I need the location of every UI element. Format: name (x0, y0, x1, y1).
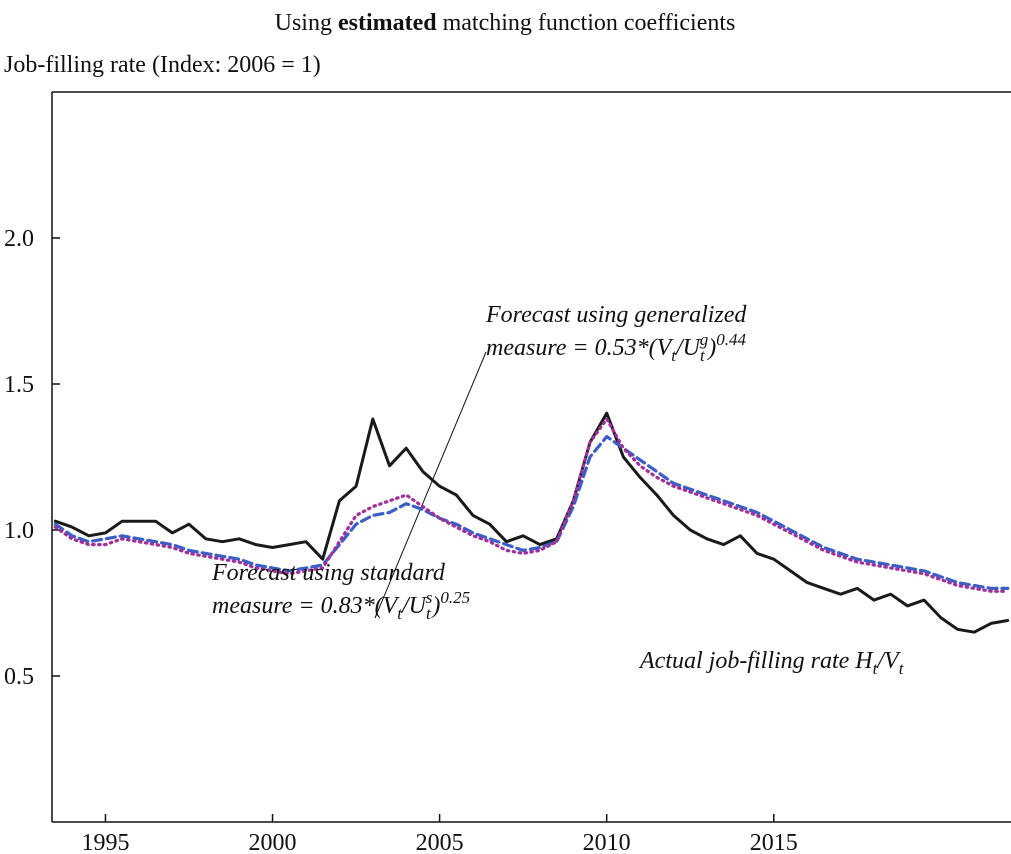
annotation-part: t (397, 604, 403, 623)
x-tick-label: 2015 (750, 830, 798, 854)
annotation-part: measure = 0.53*(V (486, 335, 674, 361)
x-tick-label: 1995 (81, 830, 129, 854)
y-tick-label: 2.0 (4, 226, 34, 252)
x-tick-label: 2000 (249, 830, 297, 854)
annotation-part: /U (400, 593, 428, 619)
annotation-part: s (426, 588, 433, 607)
title-part: Using (275, 10, 338, 36)
annotation: Forecast using standard (211, 560, 446, 586)
title-part: matching function coefficients (437, 10, 736, 36)
annotation-part: t (873, 659, 879, 678)
annotation-part: /V (875, 648, 901, 674)
x-tick-label: 2010 (583, 830, 631, 854)
y-axis-label: Job-filling rate (Index: 2006 = 1) (4, 52, 321, 78)
leader-line (374, 351, 487, 619)
x-tick-label: 2005 (416, 830, 464, 854)
annotation-part: t (700, 346, 706, 365)
annotation-part: measure = 0.83*(V (212, 593, 400, 619)
annotation-part: ) (430, 593, 440, 619)
annotation-part: Forecast using standard (211, 560, 446, 586)
annotation-part: ) (706, 335, 716, 361)
annotation-part: t (899, 659, 905, 678)
annotation-part: g (700, 330, 709, 349)
y-tick-label: 1.5 (4, 372, 34, 398)
annotation-part: /U (674, 335, 702, 361)
annotation-part: t (426, 604, 432, 623)
annotation-part: Forecast using generalized (485, 302, 747, 328)
annotation-part: t (671, 346, 677, 365)
annotation-part: 0.25 (440, 588, 470, 607)
series-line (53, 435, 1010, 590)
series-line (53, 411, 1010, 634)
annotation: measure = 0.53*(Vt/Utg)0.44 (486, 330, 747, 365)
annotation: measure = 0.83*(Vt/Uts)0.25 (212, 588, 470, 623)
chart-title: Using estimated matching function coeffi… (275, 10, 736, 36)
annotation-part: Actual job-filling rate H (638, 648, 874, 674)
y-tick-label: 0.5 (4, 664, 34, 690)
y-tick-label: 1.0 (4, 518, 34, 544)
title-part: estimated (338, 10, 437, 36)
series-line (53, 417, 1010, 593)
annotation-part: 0.44 (716, 330, 746, 349)
annotation: Forecast using generalized (485, 302, 747, 328)
annotation: Actual job-filling rate Ht/Vt (638, 648, 905, 678)
